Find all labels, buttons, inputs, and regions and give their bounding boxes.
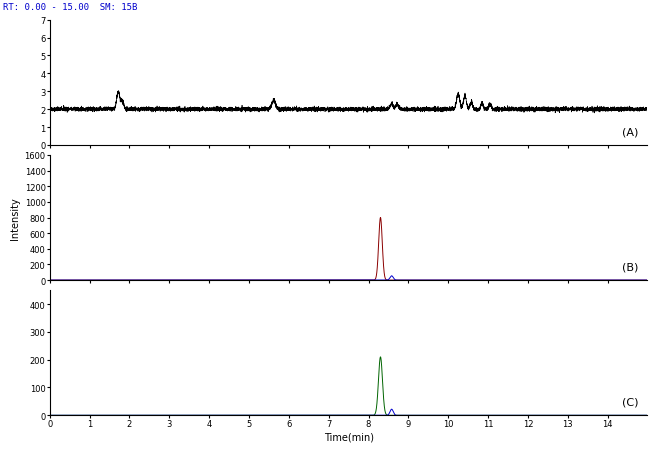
X-axis label: Time(min): Time(min) bbox=[323, 431, 374, 441]
Text: (C): (C) bbox=[622, 397, 638, 407]
Y-axis label: Intensity: Intensity bbox=[11, 197, 21, 239]
Text: (B): (B) bbox=[622, 262, 638, 272]
Text: RT: 0.00 - 15.00  SM: 15B: RT: 0.00 - 15.00 SM: 15B bbox=[3, 3, 137, 12]
Text: (A): (A) bbox=[622, 127, 638, 137]
